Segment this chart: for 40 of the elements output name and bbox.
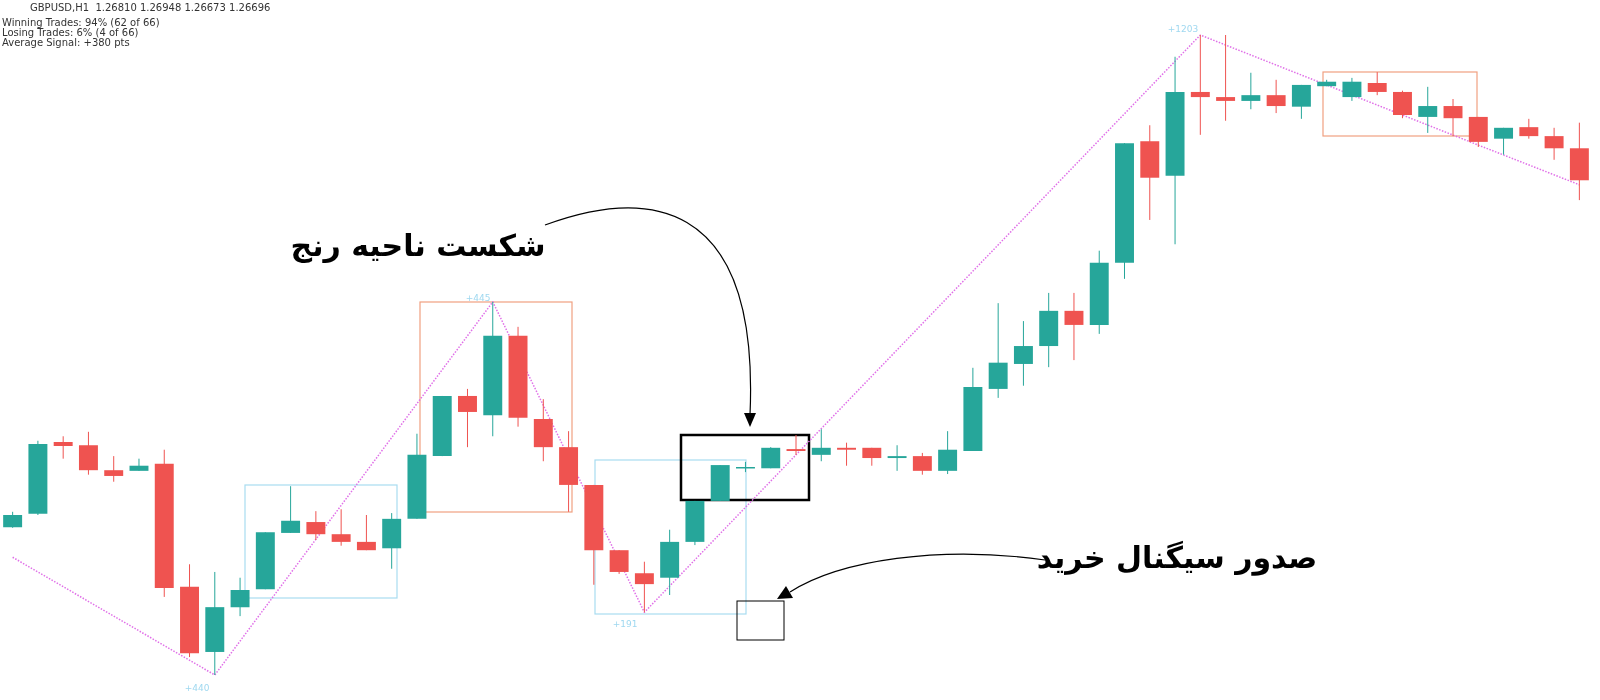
candlestick (837, 442, 857, 467)
annotation: +445 (465, 293, 491, 303)
chart-title: GBPUSD,H1 1.26810 1.26948 1.26673 1.26696 (30, 1, 271, 13)
candlestick (1519, 118, 1539, 140)
text: +440 (184, 683, 210, 693)
candlestick (634, 561, 654, 613)
candlestick (1544, 127, 1564, 161)
annotation: +191 (612, 619, 638, 629)
annotation: صدور سیگنال خرید (1036, 539, 1318, 576)
candlestick (1013, 320, 1033, 387)
candlestick (1342, 77, 1362, 102)
candlestick (1064, 292, 1084, 361)
candlestick (281, 485, 301, 534)
candlestick (230, 577, 250, 617)
candlestick (53, 435, 73, 460)
candlestick (1190, 34, 1210, 136)
candlestick (104, 455, 124, 483)
candlestick (811, 428, 831, 462)
annotation: شکست ناحیه رنج (290, 227, 546, 263)
candlestick (1291, 84, 1311, 120)
candlestick (1216, 34, 1236, 122)
candlestick (887, 444, 907, 472)
candlestick (1393, 90, 1412, 119)
candlestick (938, 430, 958, 475)
candlestick (1494, 127, 1514, 156)
candlestick (1367, 71, 1387, 96)
candlestick (1418, 86, 1438, 134)
candlestick (306, 510, 326, 541)
candlestick (609, 549, 629, 575)
candlestick (129, 458, 149, 472)
candlestick (912, 452, 932, 476)
candlestick (1443, 98, 1463, 137)
candlestick (786, 434, 806, 456)
text: Winning Trades: 94% (62 of 66) (2, 16, 160, 28)
candlestick (356, 514, 376, 551)
text: +1203 (1167, 24, 1199, 34)
candlestick (1241, 72, 1261, 110)
candlestick (458, 388, 477, 448)
candlestick (1266, 79, 1286, 114)
candlestick (331, 508, 351, 547)
